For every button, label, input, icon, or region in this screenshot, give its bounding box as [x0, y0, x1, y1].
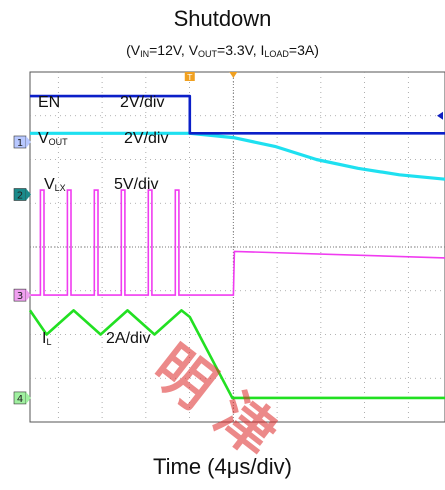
channel-1-marker: 1 [13, 135, 31, 149]
trigger-level-icon [437, 111, 443, 120]
channel-3-marker-label: 3 [17, 291, 23, 302]
x-axis-label: Time (4μs/div) [153, 454, 292, 479]
channel-2-marker: 2 [13, 188, 31, 202]
vout-scale-label: 2V/div [124, 130, 169, 147]
vlx-label-main: V [44, 176, 55, 193]
en-label: EN [38, 94, 61, 111]
vlx-label-sub: LX [54, 183, 66, 193]
en-trace [30, 94, 445, 135]
subtitle-vin-prefix: (V [126, 42, 141, 58]
subtitle-vin-sub: IN [140, 49, 150, 59]
channel-1-marker-arrow [26, 136, 31, 148]
subtitle-iload-value: =3A) [288, 42, 319, 58]
vout-label-main: V [38, 130, 49, 147]
vlx-label: VLX [44, 176, 66, 194]
vout-label-sub: OUT [48, 137, 68, 147]
il-label-sub: L [46, 337, 52, 347]
channel-4-marker-label: 4 [17, 394, 23, 405]
vlx-trace [30, 189, 445, 296]
waveform-traces [28, 94, 445, 400]
channel-markers: 1 2 3 4 T [13, 72, 443, 405]
vout-label: VOUT [38, 130, 68, 148]
channel-3-marker: 3 [13, 288, 31, 302]
subtitle-vout-sub: OUT [198, 49, 218, 59]
en-scale-label: 2V/div [120, 94, 165, 111]
channel-4-marker: 4 [13, 391, 31, 405]
channel-3-marker-arrow [26, 289, 31, 302]
channel-4-marker-arrow [26, 391, 31, 404]
chart-title: Shutdown [173, 6, 272, 31]
subtitle-vout-value: =3.3V, I [217, 42, 265, 58]
il-scale-label: 2A/div [106, 330, 151, 347]
channel-2-marker-label: 2 [17, 191, 23, 202]
il-trace [28, 309, 445, 400]
plot-grid [30, 72, 445, 422]
channel-1-marker-label: 1 [17, 138, 23, 149]
il-label: IL [42, 330, 51, 348]
trigger-marker-box [184, 72, 195, 81]
trigger-position-icon [229, 72, 238, 78]
trigger-marker-label: T [186, 73, 192, 82]
vlx-scale-label: 5V/div [114, 176, 159, 193]
chart-subtitle: (VIN=12V, VOUT=3.3V, ILOAD=3A) [0, 42, 445, 59]
il-label-main: I [42, 330, 47, 347]
subtitle-vin-value: =12V, V [149, 42, 199, 58]
subtitle-iload-sub: LOAD [264, 49, 289, 59]
channel-2-marker-arrow [26, 188, 31, 201]
